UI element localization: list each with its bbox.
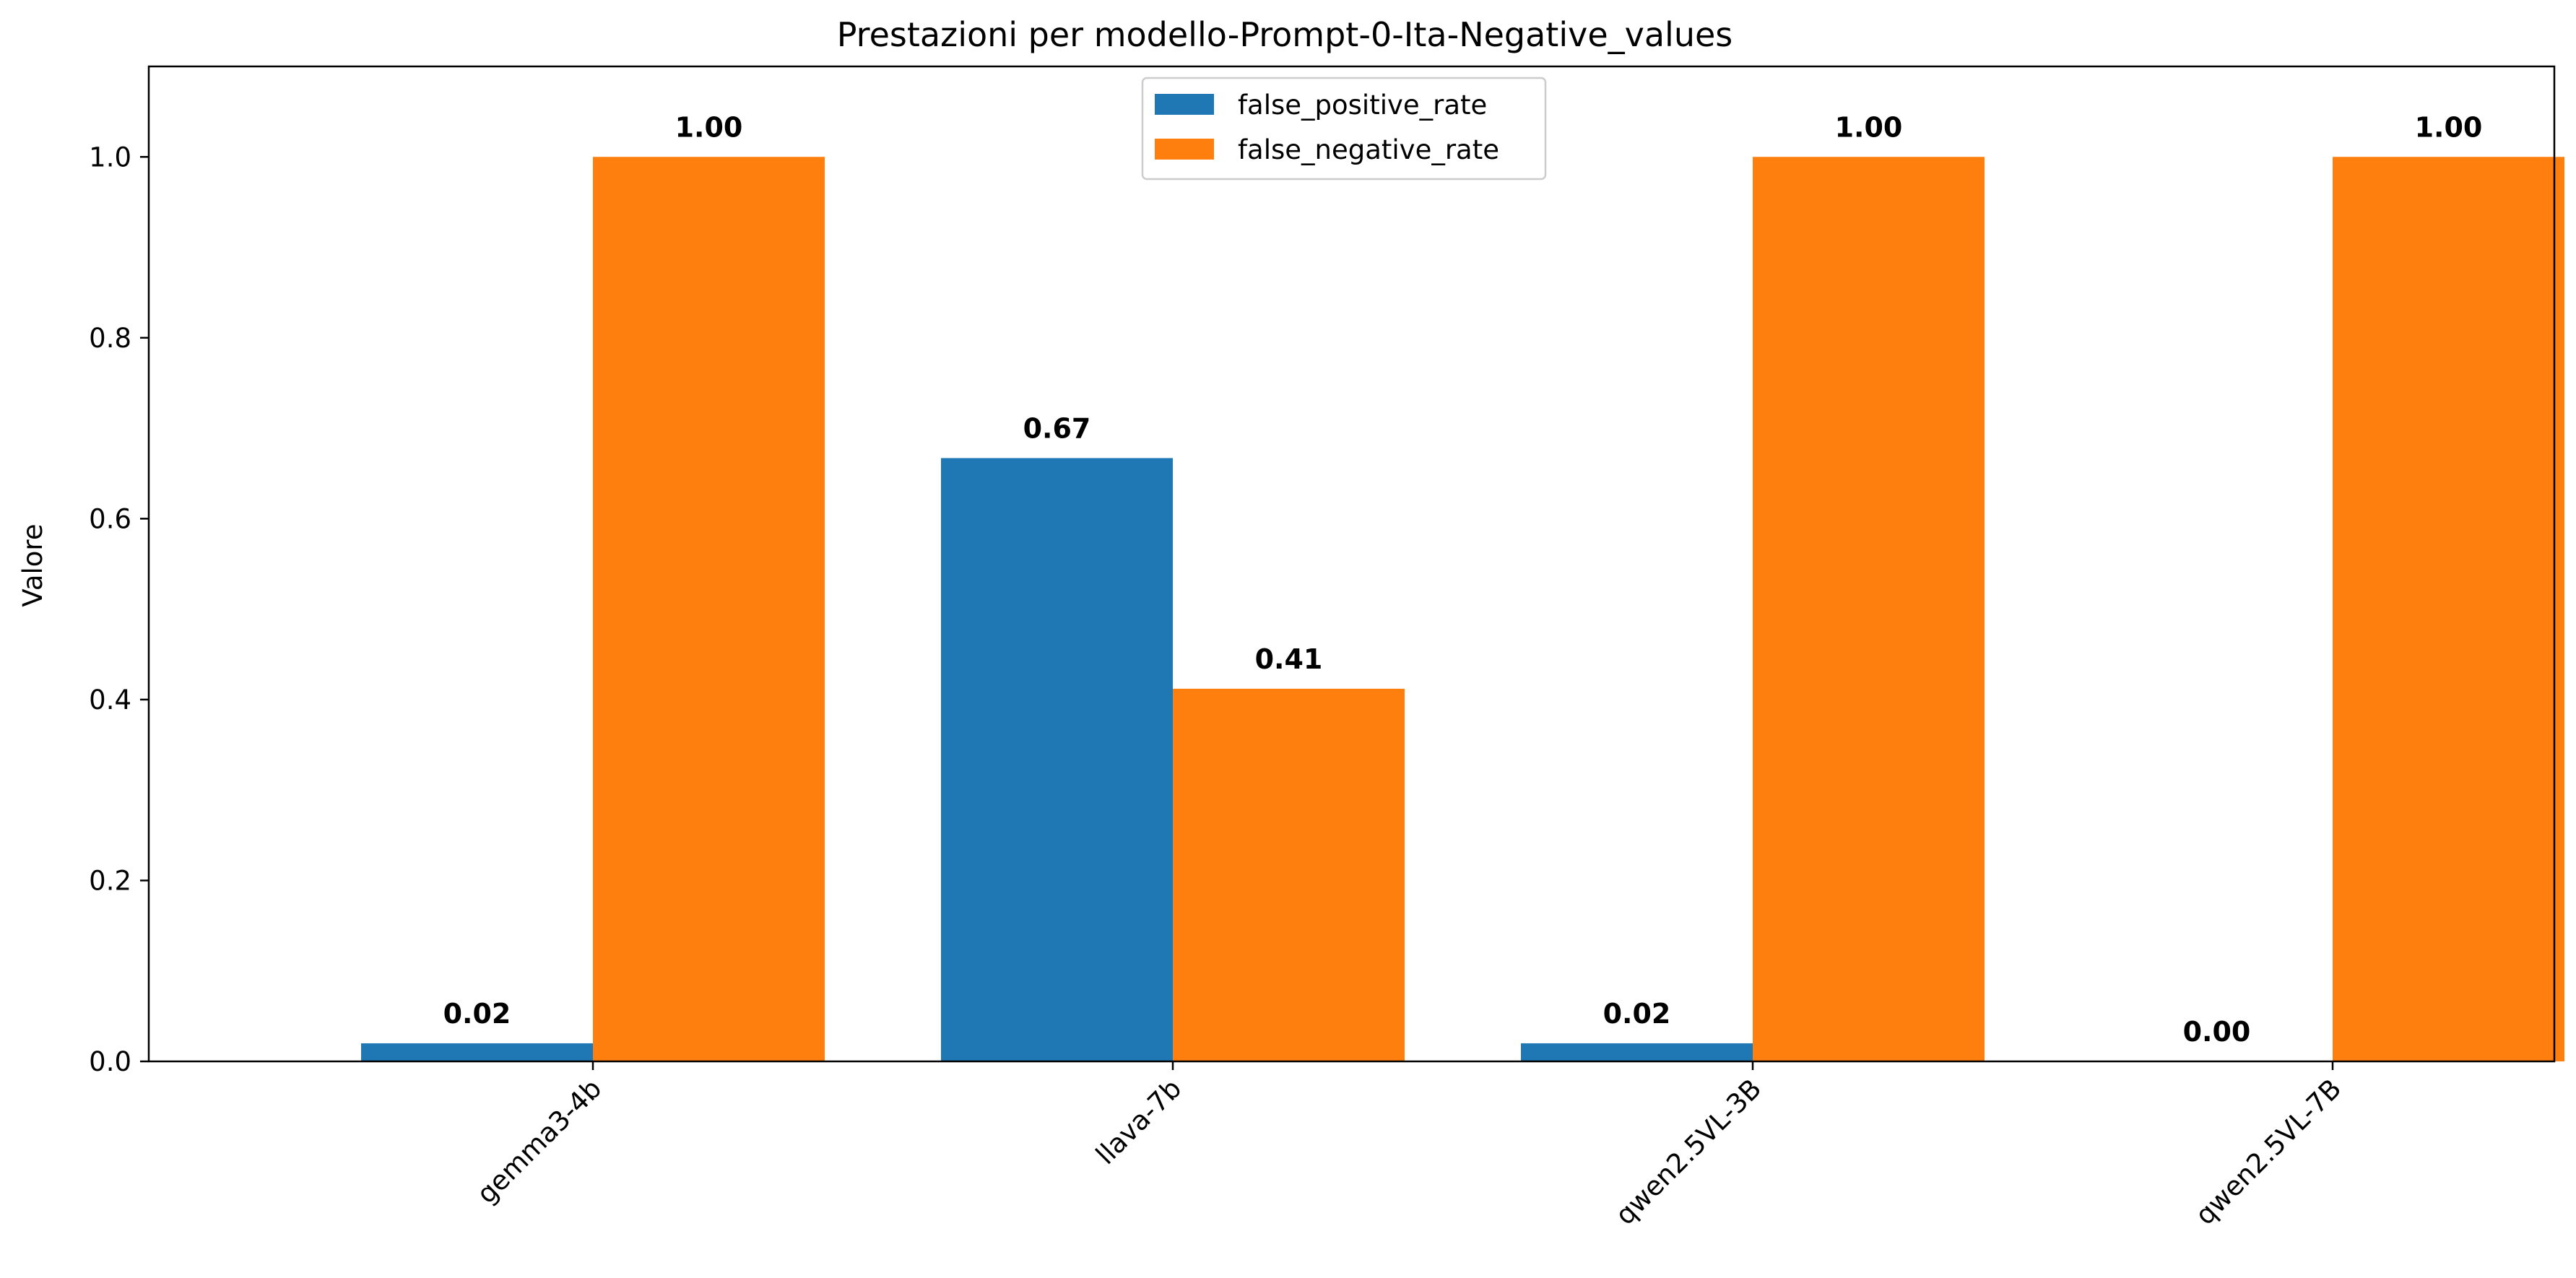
data-label: 1.00 [1835,111,1903,143]
y-tick-label: 0.4 [89,684,131,716]
x-tick-label: qwen2.5VL-7B [2190,1073,2348,1231]
bar-false-positive-rate-1 [941,458,1173,1061]
plot-frame [147,65,2556,1063]
y-tick-label: 0.0 [89,1046,131,1077]
x-tick-label: qwen2.5VL-3B [1610,1073,1768,1231]
bar-false-negative-rate-0 [593,157,825,1062]
data-label: 1.00 [675,111,743,143]
x-tick-label: gemma3-4b [471,1073,607,1209]
bar-false-negative-rate-1 [1173,688,1405,1061]
bar-false-positive-rate-0 [361,1043,593,1061]
y-tick-label: 1.0 [89,142,131,173]
legend-entry: false_positive_rate [1238,90,1487,121]
bar-false-negative-rate-2 [1753,157,1985,1062]
data-label: 0.00 [2183,1016,2251,1048]
legend-box [1141,77,1547,181]
bars-group [361,157,2564,1062]
y-tick-label: 0.8 [89,323,131,354]
data-label: 0.67 [1023,412,1091,444]
data-labels-group: 0.02 0.67 0.02 0.00 1.00 0.41 1.00 1.00 [443,111,2483,1048]
bar-false-positive-rate-2 [1521,1043,1753,1061]
y-tick-label: 0.2 [89,865,131,896]
chart-title: Prestazioni per modello-Prompt-0-Ita-Neg… [837,15,1733,54]
y-tick-label: 0.6 [89,503,131,534]
data-label: 0.02 [1603,998,1671,1030]
data-label: 0.41 [1255,643,1323,675]
legend-entry: false_negative_rate [1238,134,1499,165]
data-label: 1.00 [2415,111,2483,143]
legend-swatch [1155,139,1214,160]
legend-swatch [1155,94,1214,115]
x-tick-label: llava-7b [1090,1073,1187,1170]
data-label: 0.02 [443,998,511,1030]
y-axis-label: Valore [17,523,48,607]
legend: false_positive_rate false_negative_rate [1141,77,1547,181]
bar-false-negative-rate-3 [2333,157,2564,1062]
